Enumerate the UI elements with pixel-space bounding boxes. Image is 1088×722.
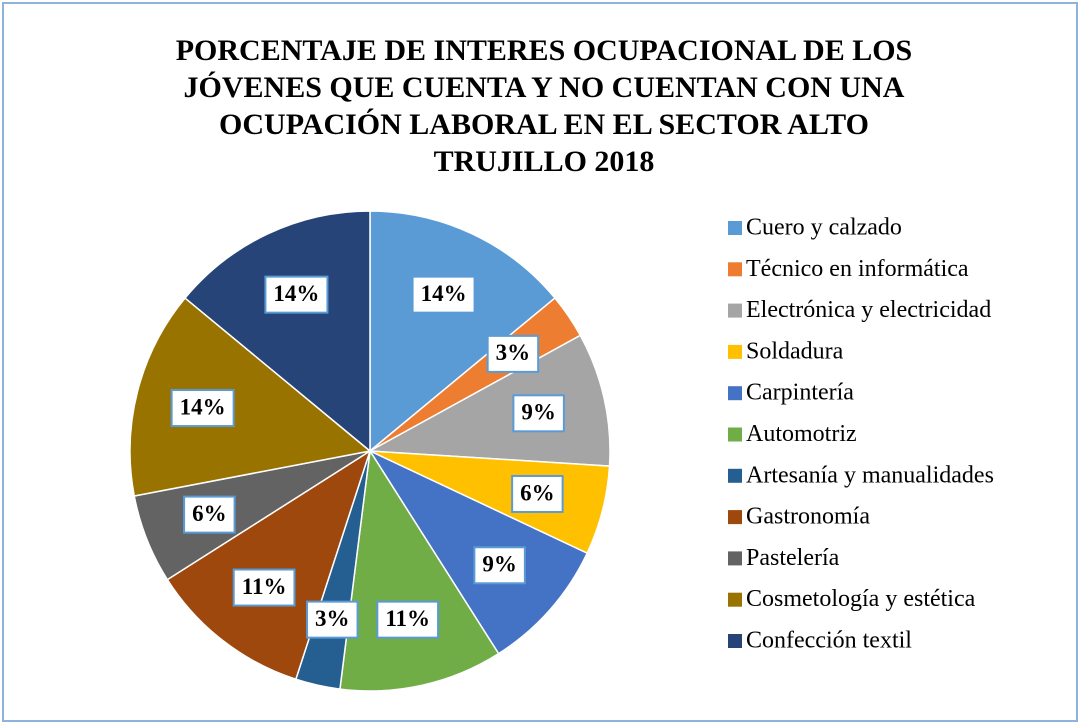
data-label-box (264, 275, 329, 314)
data-label: 6% (520, 480, 555, 505)
data-label-box (473, 546, 526, 585)
legend-swatch (728, 427, 742, 442)
legend-label: Carpintería (746, 380, 854, 406)
pie-slice (367, 334, 611, 467)
legend-swatch (728, 303, 742, 318)
legend-swatch (728, 262, 742, 277)
data-label: 14% (180, 394, 226, 419)
legend-label: Cosmetología y estética (746, 586, 976, 612)
data-label-box (170, 389, 235, 428)
data-label-box (306, 600, 359, 639)
legend-swatch (728, 221, 742, 235)
data-label: 6% (192, 501, 227, 526)
data-label-box (411, 275, 476, 314)
pie-slice (184, 210, 371, 453)
data-label: 9% (521, 400, 556, 425)
data-label-box (183, 495, 236, 534)
pie-slice (369, 210, 556, 453)
pie-slice (166, 449, 372, 681)
pie-slice (129, 296, 372, 497)
legend-swatch (728, 468, 742, 483)
legend-swatch (728, 386, 742, 401)
legend-swatch (728, 634, 742, 648)
data-label-box (232, 568, 296, 607)
legend-swatch (728, 551, 742, 566)
legend-label: Técnico en informática (746, 256, 969, 282)
data-label-box (512, 394, 565, 433)
data-label: 9% (482, 552, 517, 577)
data-label: 14% (421, 281, 467, 306)
data-label-box (511, 474, 564, 513)
data-label-box (486, 334, 540, 373)
data-label: 11% (385, 606, 430, 631)
legend-label: Confección textil (746, 628, 912, 654)
legend-label: Electrónica y electricidad (746, 297, 991, 323)
legend-label: Pastelería (746, 545, 840, 571)
data-label: 3% (496, 340, 531, 365)
legend-label: Automotriz (746, 421, 857, 447)
legend-swatch (728, 592, 742, 607)
legend-swatch (728, 510, 742, 525)
data-label-box (376, 600, 440, 639)
legend-swatch (728, 344, 742, 359)
legend-label: Artesanía y manualidades (746, 462, 994, 488)
legend-label: Gastronomía (746, 504, 870, 530)
data-label: 14% (273, 281, 319, 306)
legend-label: Soldadura (746, 338, 844, 364)
legend-label: Cuero y calzado (746, 215, 902, 241)
data-label: 11% (242, 574, 287, 599)
chart-title: PORCENTAJE DE INTERES OCUPACIONAL DE LOS… (175, 34, 913, 178)
data-label: 3% (315, 606, 350, 631)
